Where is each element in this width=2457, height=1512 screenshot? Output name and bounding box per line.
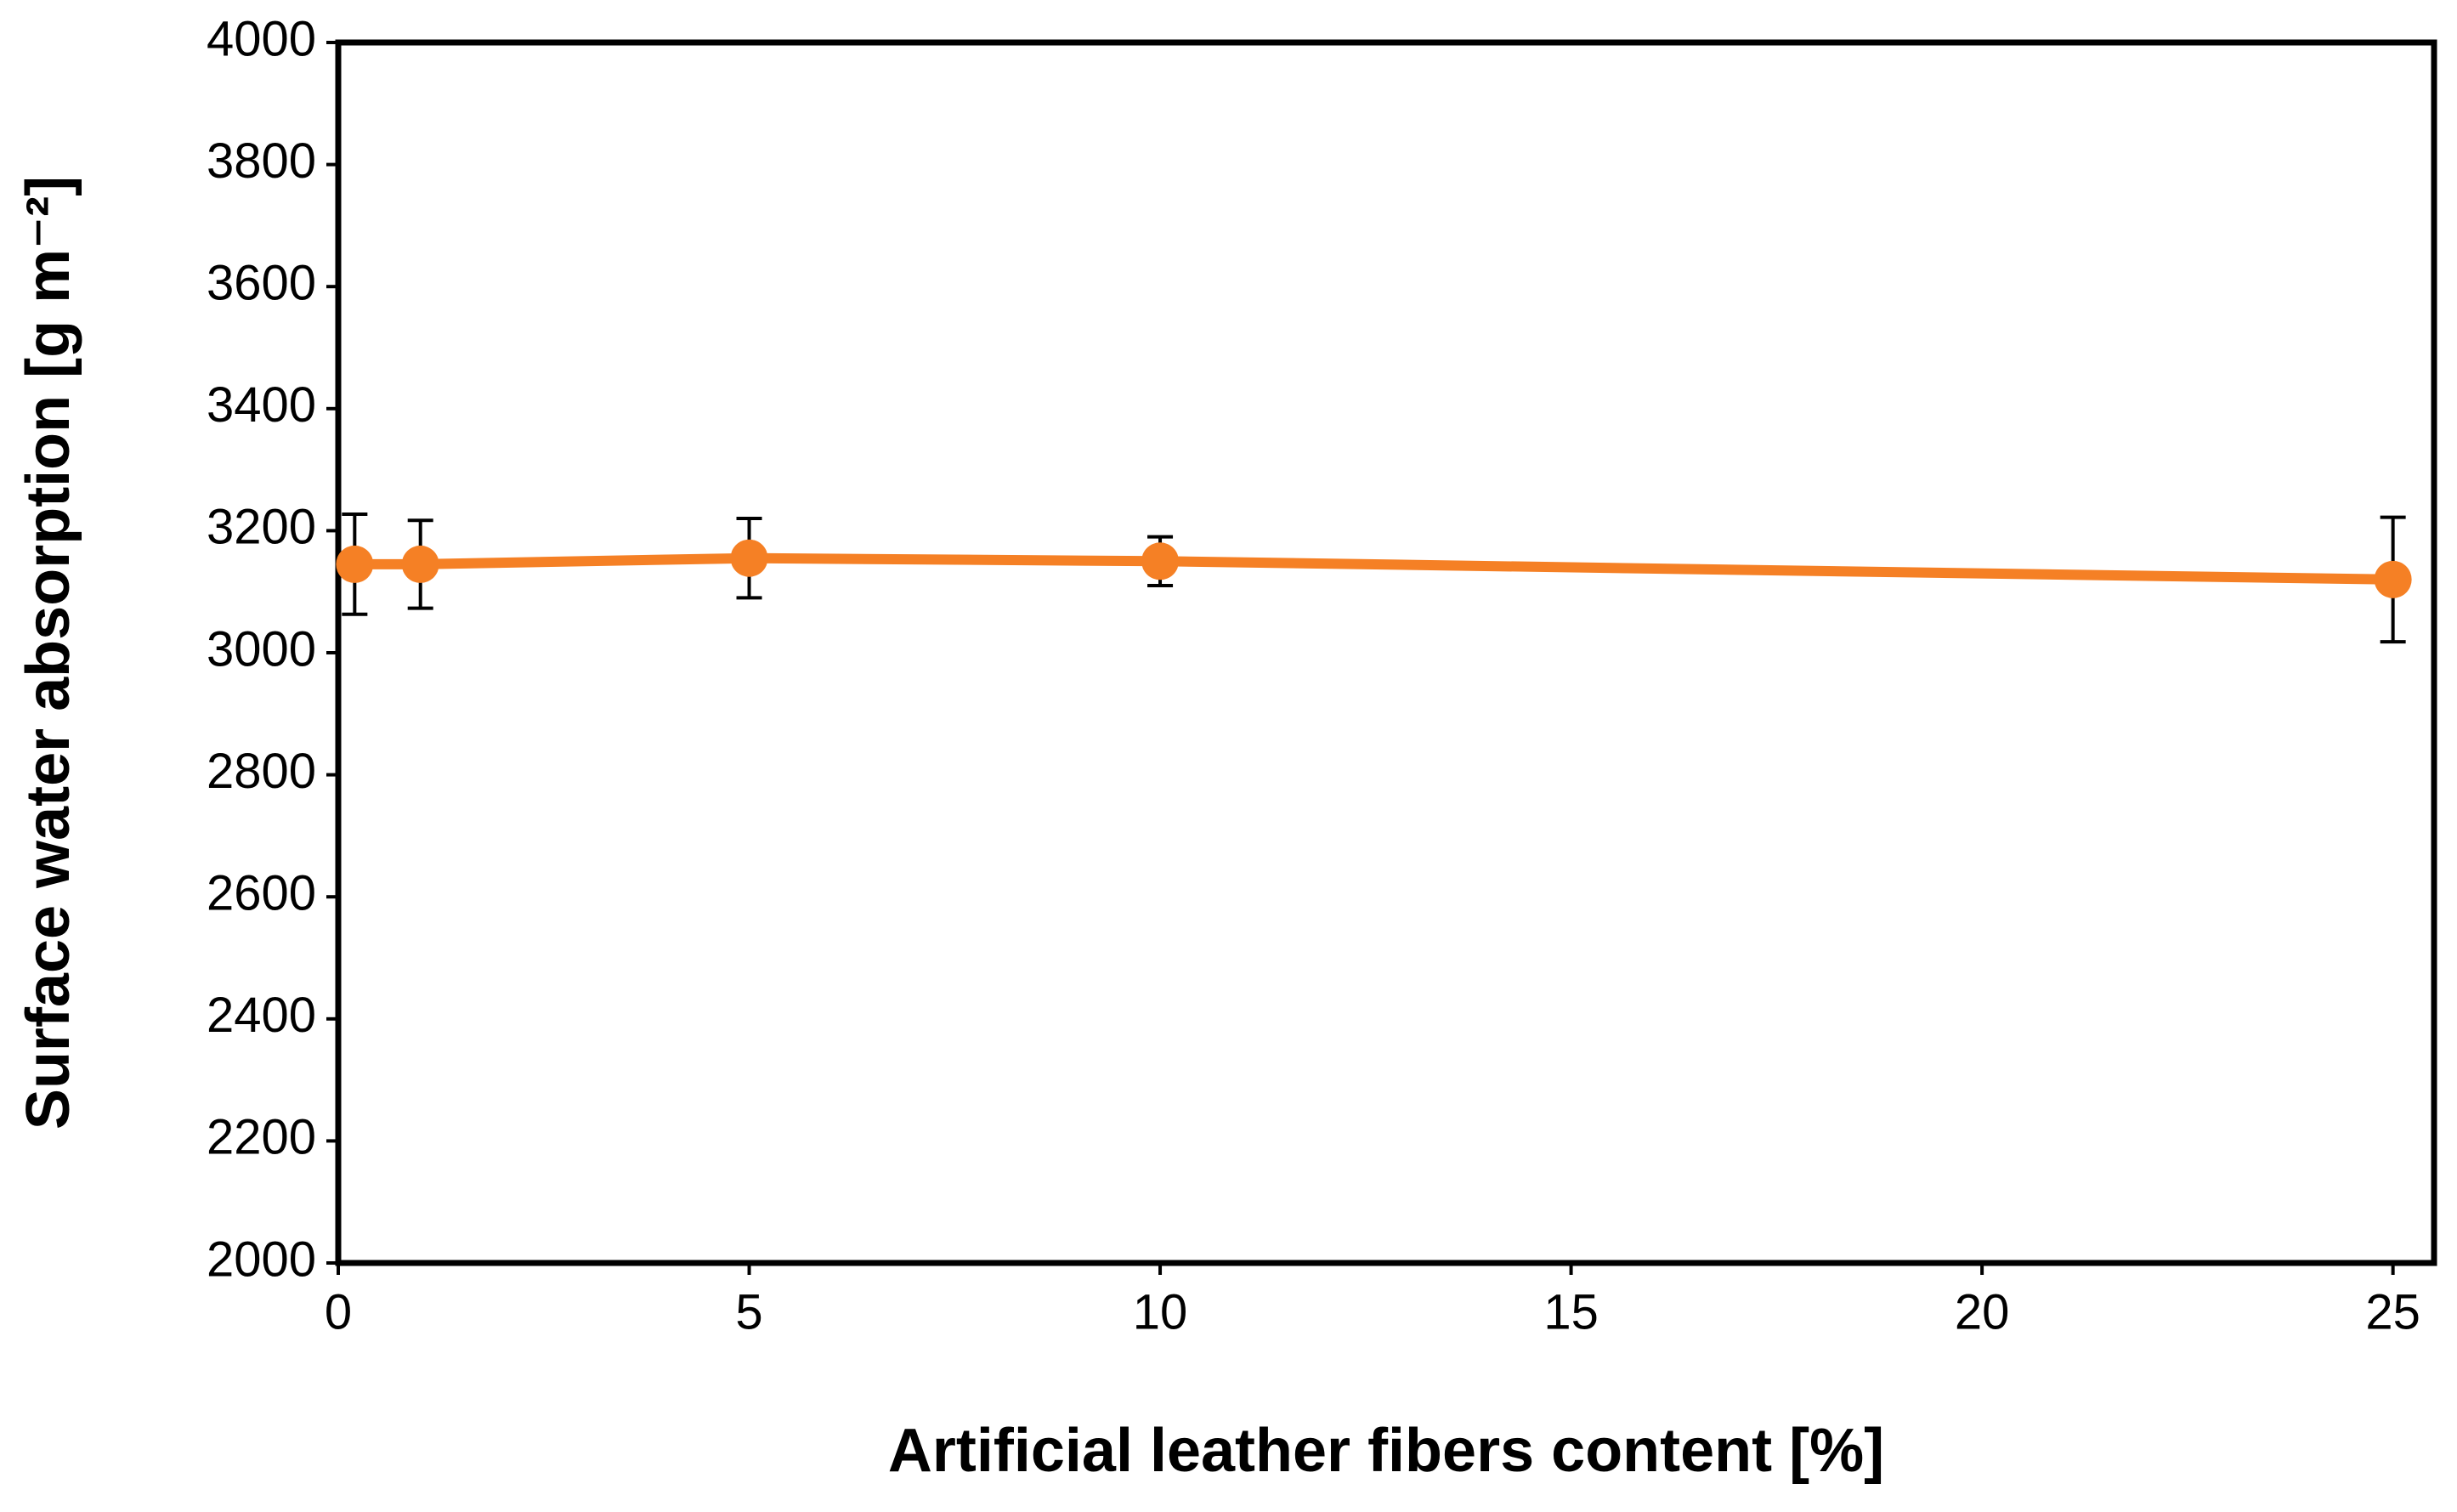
y-tick-label: 2200	[207, 1110, 316, 1165]
y-tick-label: 2000	[207, 1232, 316, 1287]
y-tick-label: 4000	[207, 11, 316, 66]
y-tick-label: 3200	[207, 500, 316, 555]
data-point	[1141, 542, 1180, 580]
x-tick-label: 10	[1133, 1284, 1188, 1339]
y-tick-label: 3400	[207, 377, 316, 433]
y-tick-label: 3000	[207, 621, 316, 677]
y-tick-label: 3800	[207, 133, 316, 189]
y-tick-label: 2800	[207, 744, 316, 799]
data-point	[401, 545, 439, 583]
x-tick-label: 5	[735, 1284, 762, 1339]
x-tick-label: 0	[325, 1284, 352, 1339]
y-tick-label: 2600	[207, 866, 316, 921]
data-line	[354, 552, 2393, 585]
y-axis-title: Surface water absorption [g m⁻²]	[14, 176, 82, 1130]
data-point	[2374, 560, 2412, 598]
data-point	[730, 539, 768, 577]
y-tick-label: 2400	[207, 988, 316, 1043]
plot-frame	[335, 39, 2437, 1266]
data-point	[336, 545, 374, 583]
x-tick-label: 15	[1543, 1284, 1599, 1339]
x-axis-title: Artificial leather fibers content [%]	[888, 1417, 1884, 1485]
x-tick-label: 25	[2365, 1284, 2420, 1339]
y-tick-label: 3600	[207, 256, 316, 311]
x-tick-label: 20	[1955, 1284, 2010, 1339]
